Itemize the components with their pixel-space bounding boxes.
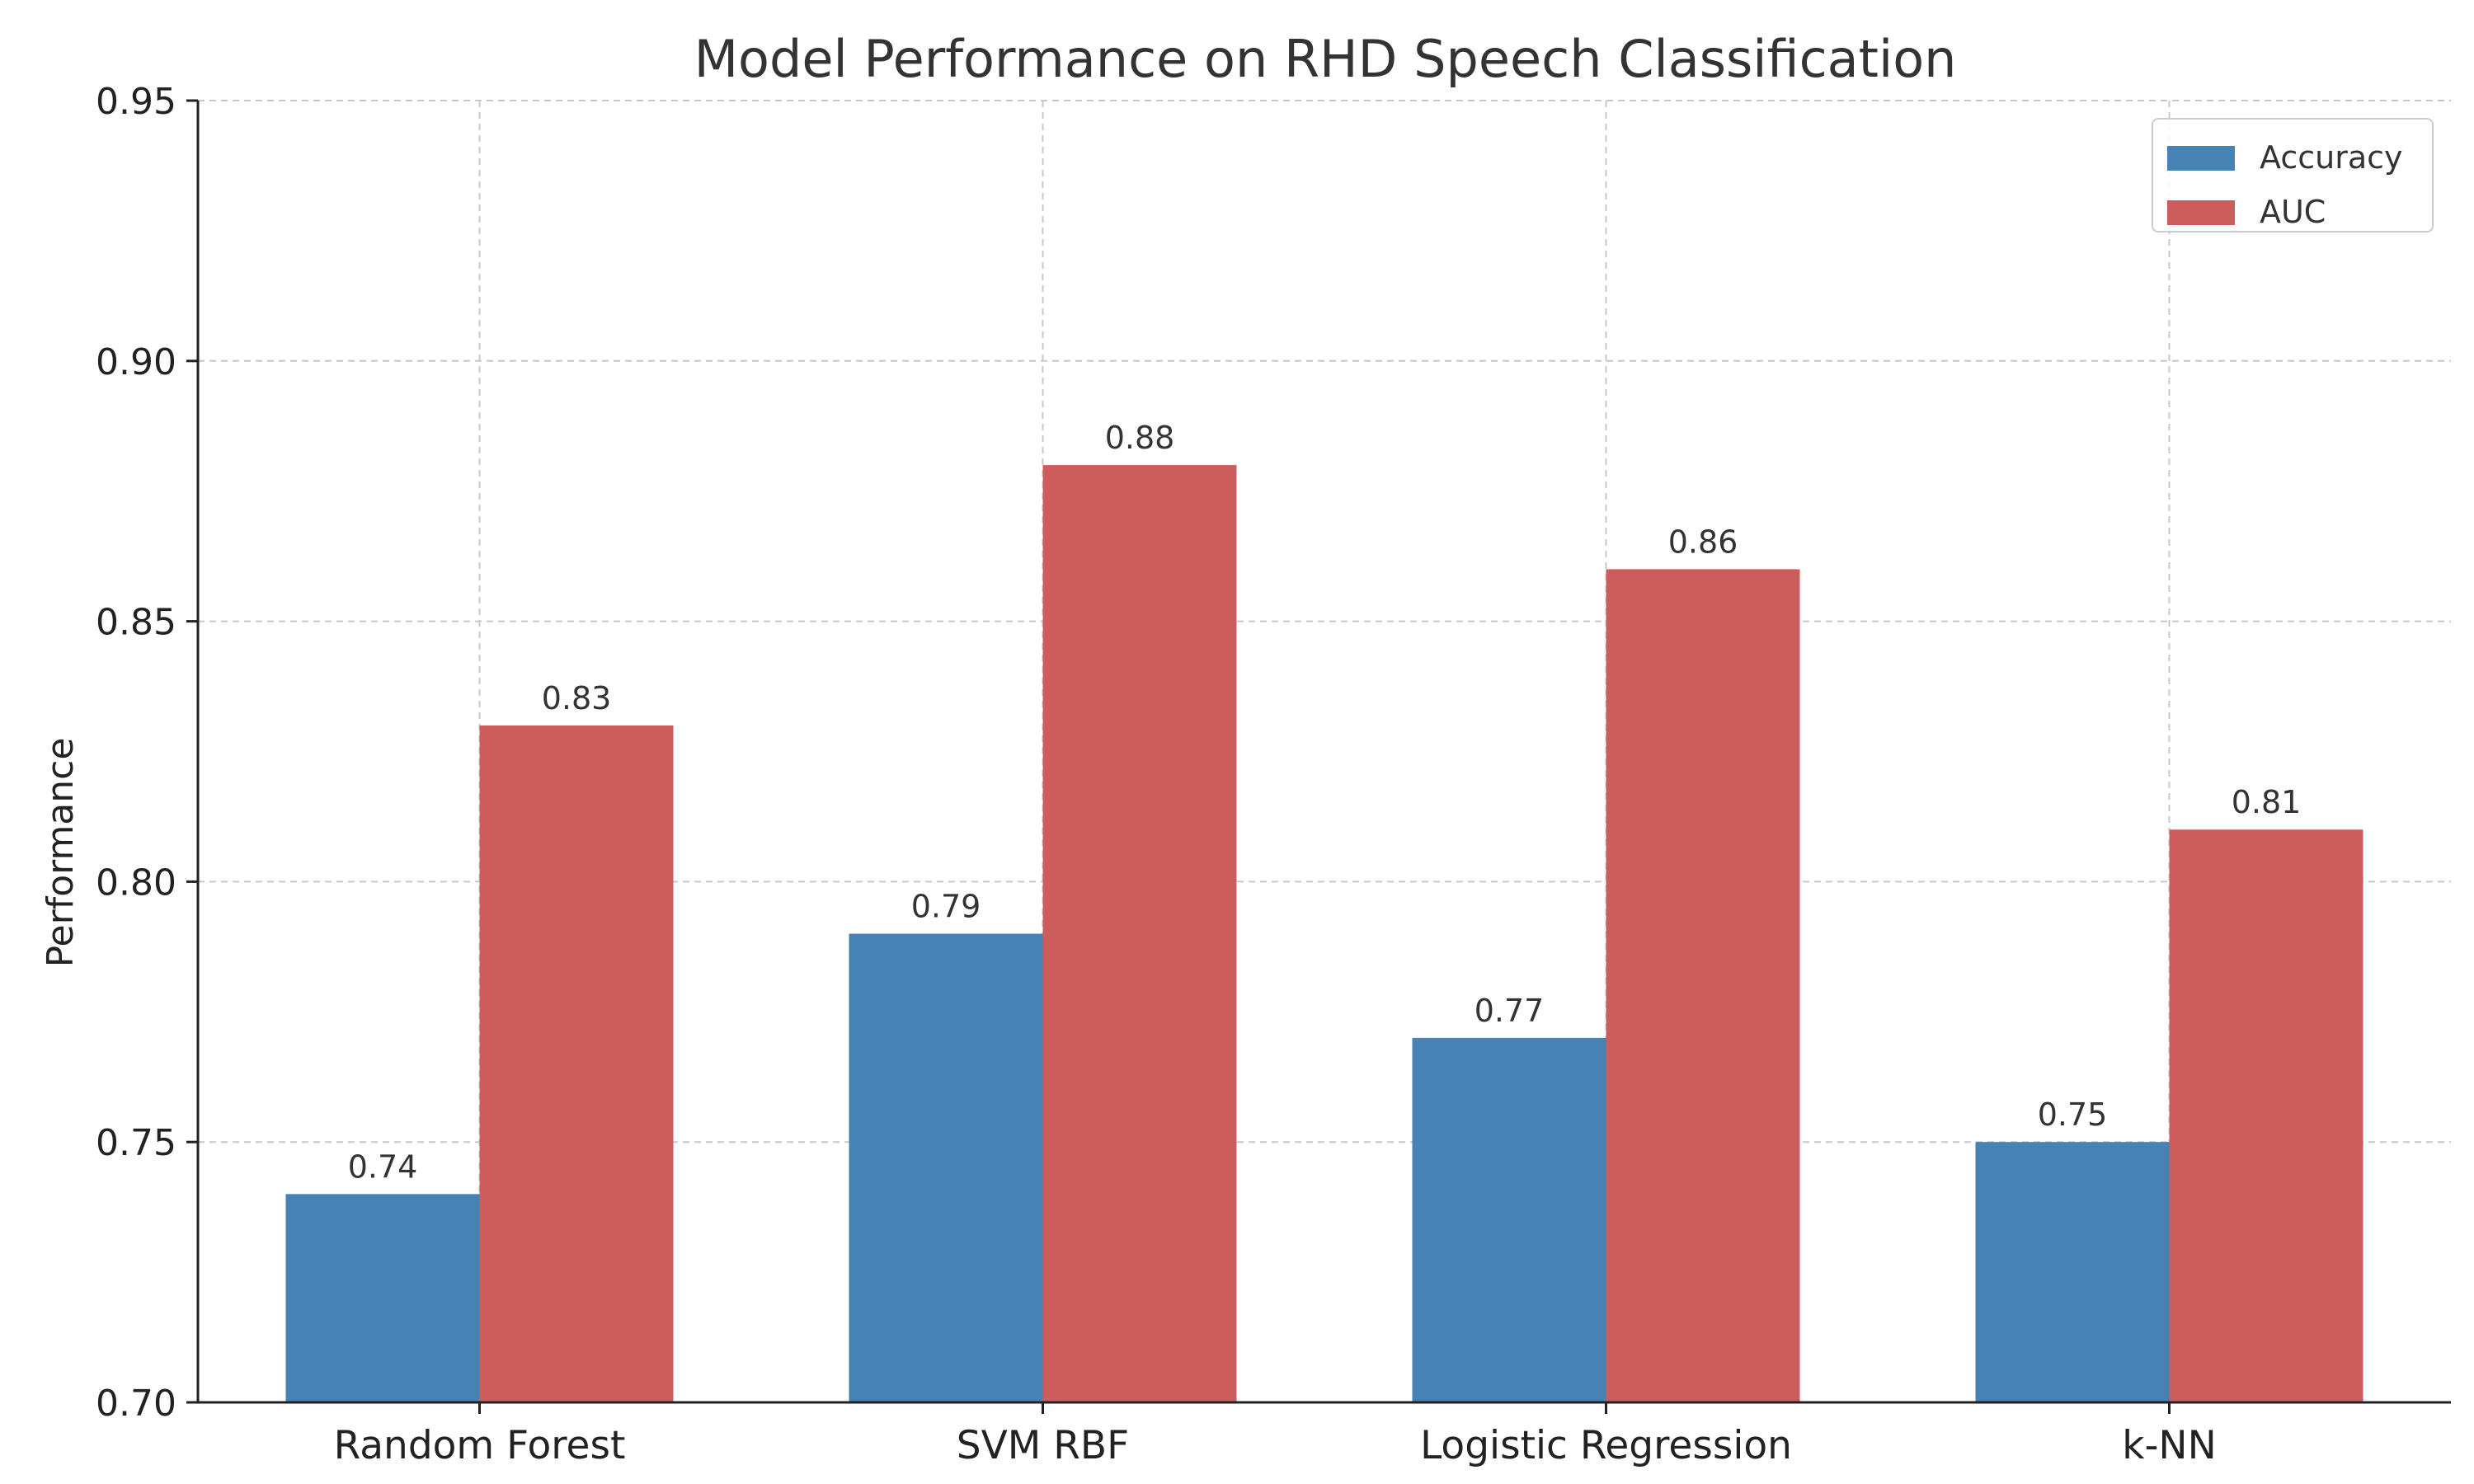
legend-label: Accuracy — [2260, 139, 2403, 176]
y-tick-label: 0.70 — [96, 1383, 176, 1425]
data-label: 0.77 — [1475, 993, 1545, 1029]
bar-auc — [1606, 569, 1800, 1402]
bars — [285, 465, 2363, 1402]
bar-auc — [1042, 465, 1237, 1402]
legend-swatch — [2167, 146, 2235, 171]
data-label: 0.88 — [1105, 420, 1175, 456]
y-tick-label: 0.90 — [96, 341, 176, 383]
bar-auc — [479, 725, 674, 1402]
bar-auc — [2169, 829, 2363, 1402]
legend-label: AUC — [2260, 194, 2326, 230]
data-label: 0.81 — [2232, 784, 2302, 820]
bar-accuracy — [849, 933, 1043, 1402]
x-tick-label: k-NN — [2122, 1423, 2217, 1468]
y-tick-label: 0.95 — [96, 81, 176, 123]
x-tick-label: Random Forest — [334, 1423, 626, 1468]
bar-accuracy — [285, 1194, 480, 1402]
axes — [196, 101, 2451, 1404]
x-tick-label: SVM RBF — [957, 1423, 1129, 1468]
y-tick-label: 0.75 — [96, 1122, 176, 1164]
chart-title: Model Performance on RHD Speech Classifi… — [694, 29, 1957, 89]
tick-labels: 0.70 0.75 0.80 0.85 0.90 0.95 Random Forest SVM… — [96, 81, 2217, 1468]
y-tick-label: 0.80 — [96, 862, 176, 904]
bar-accuracy — [1975, 1142, 2170, 1402]
data-label: 0.74 — [348, 1148, 418, 1185]
legend: Accuracy AUC — [2152, 118, 2434, 232]
data-label: 0.75 — [2038, 1097, 2108, 1133]
data-label: 0.86 — [1668, 524, 1738, 560]
legend-swatch — [2167, 200, 2235, 225]
x-tick-label: Logistic Regression — [1420, 1423, 1792, 1468]
data-label: 0.79 — [911, 889, 981, 925]
y-axis-label: Performance — [40, 738, 82, 968]
data-labels: 0.74 0.79 0.77 0.75 0.83 0.88 0.86 0.81 — [348, 420, 2302, 1185]
data-label: 0.83 — [542, 680, 612, 716]
y-tick-label: 0.85 — [96, 602, 176, 644]
bar-accuracy — [1412, 1037, 1606, 1402]
